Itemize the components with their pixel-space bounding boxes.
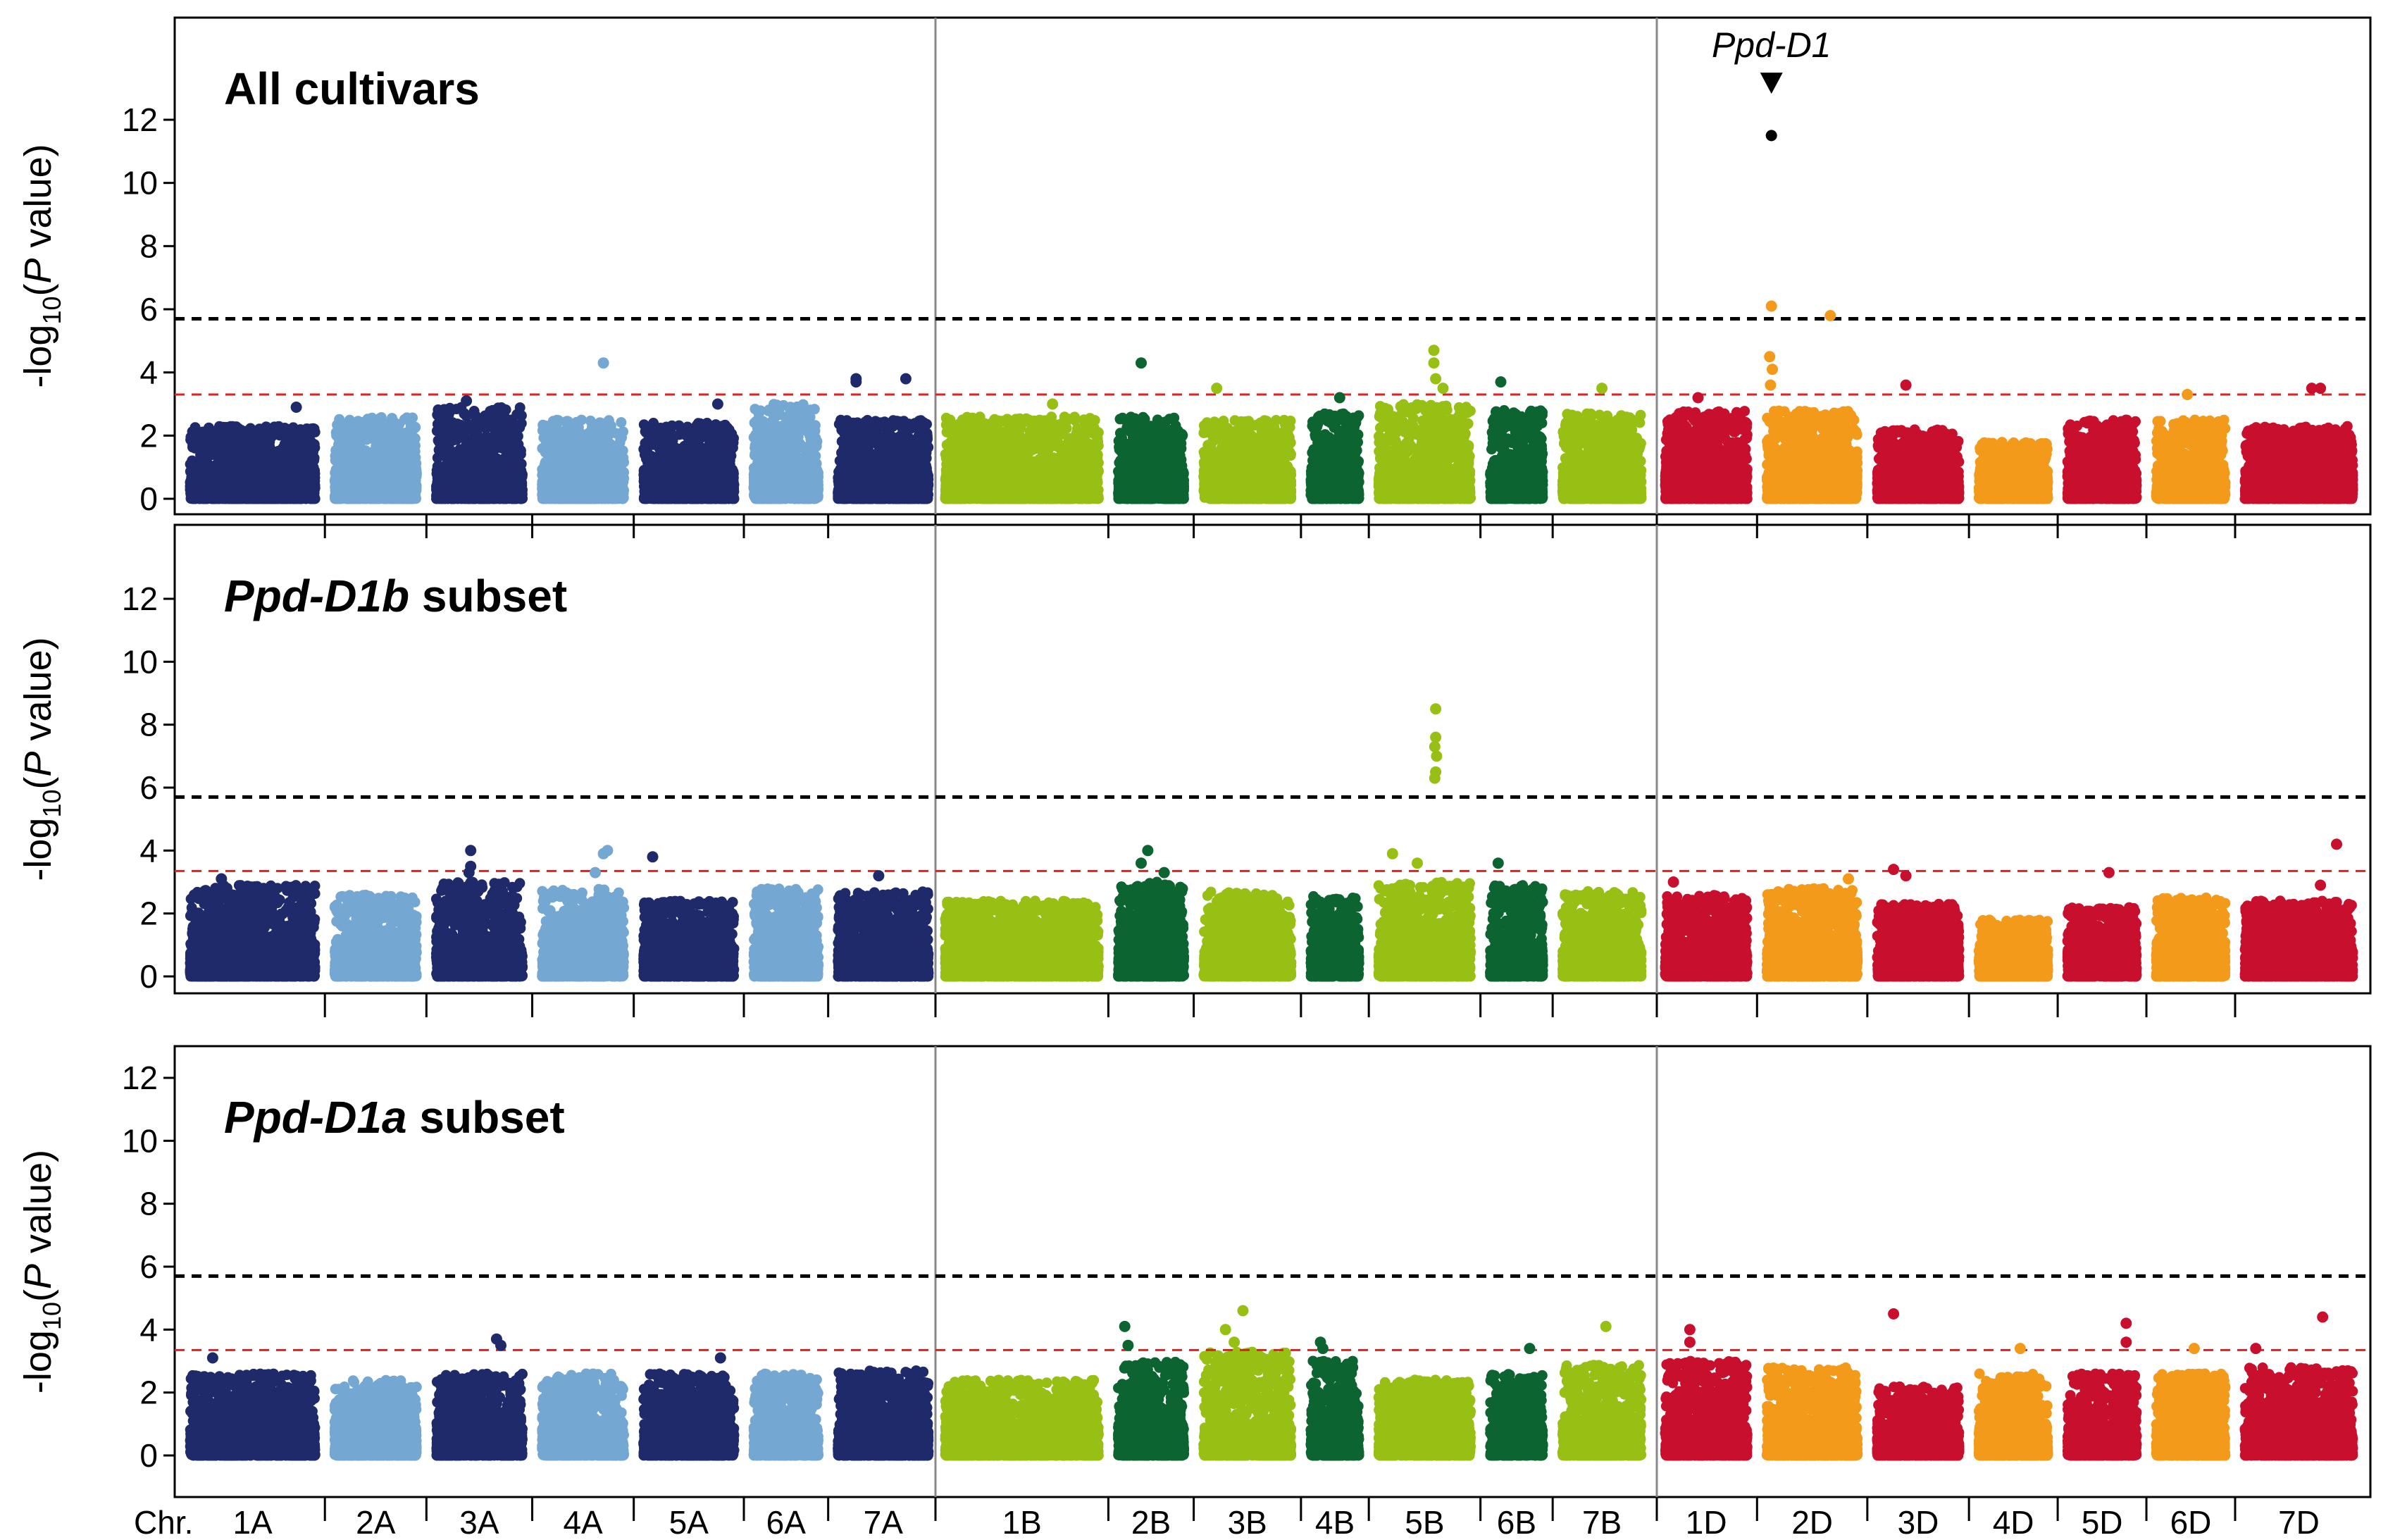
chr-points-1A: [185, 421, 321, 504]
y-tick-label: 2: [139, 417, 158, 454]
y-axis-label: -log10(P value): [17, 144, 66, 387]
y-tick-label: 8: [139, 228, 158, 264]
y-tick-label: 0: [139, 480, 158, 517]
y-tick-label: 10: [122, 165, 158, 201]
y-tick-label: 4: [139, 354, 158, 391]
y-tick-label: 12: [122, 101, 158, 138]
y-tick-label: 6: [139, 291, 158, 328]
manhattan-figure: 024681012-log10(P value)All cultivarsPpd…: [0, 0, 2388, 1540]
